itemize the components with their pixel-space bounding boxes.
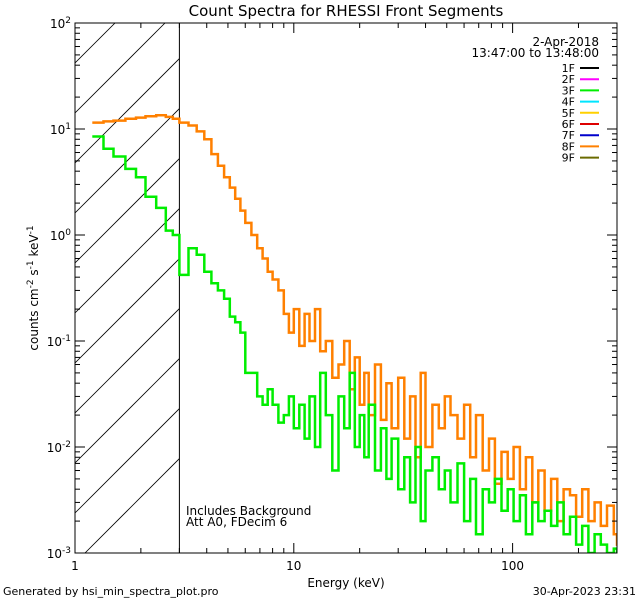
legend-label: 3F <box>562 84 575 97</box>
x-axis-label: Energy (keV) <box>307 576 384 590</box>
hatched-region <box>75 23 180 553</box>
hatch-line <box>75 58 180 164</box>
hatch-line <box>84 458 180 553</box>
attenuator-annotation: Att A0, FDecim 6 <box>186 515 287 529</box>
x-tick-label: 1 <box>71 559 79 573</box>
y-tick-label: 10-1 <box>47 334 71 349</box>
hatch-line <box>75 158 180 264</box>
legend-label: 6F <box>562 118 575 131</box>
legend-label: 5F <box>562 107 575 120</box>
series-line-8F <box>92 113 617 546</box>
series-line-3F <box>92 135 617 553</box>
time-range-annotation: 13:47:00 to 13:48:00 <box>472 46 599 60</box>
legend-label: 7F <box>562 129 575 142</box>
legend-label: 2F <box>562 73 575 86</box>
y-tick-label: 101 <box>50 122 71 137</box>
hatch-line <box>75 358 180 464</box>
y-tick-label: 102 <box>50 16 71 31</box>
y-tick-label: 10-2 <box>47 440 71 455</box>
hatch-line <box>75 258 180 364</box>
y-tick-label: 100 <box>50 228 71 243</box>
footer-generator: Generated by hsi_min_spectra_plot.pro <box>3 585 219 598</box>
legend-label: 8F <box>562 140 575 153</box>
legend-label: 4F <box>562 96 575 109</box>
legend-label: 1F <box>562 62 575 75</box>
footer-timestamp: 30-Apr-2023 23:31 <box>533 585 636 598</box>
y-axis-label: counts cm-2 s-1 keV-1 <box>26 225 41 350</box>
y-tick-label: 10-3 <box>47 546 71 561</box>
x-tick-label: 10 <box>286 559 301 573</box>
hatch-line <box>75 108 180 214</box>
legend-label: 9F <box>562 152 575 165</box>
plot-frame <box>74 22 618 554</box>
date-annotation: 2-Apr-2018 <box>532 35 599 49</box>
hatch-line <box>75 308 180 414</box>
background-annotation: Includes Background <box>186 504 311 518</box>
hatch-line <box>75 408 180 514</box>
chart-title: Count Spectra for RHESSI Front Segments <box>189 2 504 20</box>
x-tick-label: 100 <box>501 559 524 573</box>
